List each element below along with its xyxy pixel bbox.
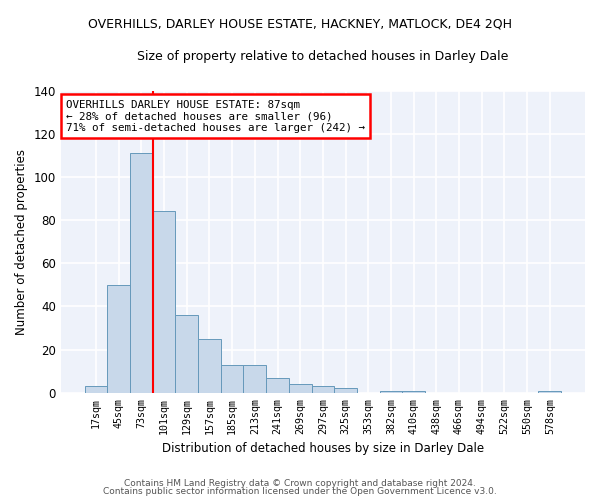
Bar <box>152 212 175 393</box>
Bar <box>175 315 198 393</box>
Text: Contains HM Land Registry data © Crown copyright and database right 2024.: Contains HM Land Registry data © Crown c… <box>124 478 476 488</box>
Text: OVERHILLS DARLEY HOUSE ESTATE: 87sqm
← 28% of detached houses are smaller (96)
7: OVERHILLS DARLEY HOUSE ESTATE: 87sqm ← 2… <box>66 100 365 133</box>
Text: OVERHILLS, DARLEY HOUSE ESTATE, HACKNEY, MATLOCK, DE4 2QH: OVERHILLS, DARLEY HOUSE ESTATE, HACKNEY,… <box>88 18 512 30</box>
Bar <box>107 285 130 393</box>
Title: Size of property relative to detached houses in Darley Dale: Size of property relative to detached ho… <box>137 50 509 63</box>
Bar <box>85 386 107 393</box>
Bar <box>311 386 334 393</box>
Bar <box>380 390 403 393</box>
Bar <box>130 153 152 393</box>
Bar <box>334 388 357 393</box>
Bar <box>403 390 425 393</box>
Text: Contains public sector information licensed under the Open Government Licence v3: Contains public sector information licen… <box>103 487 497 496</box>
Bar <box>289 384 311 393</box>
Bar <box>221 364 244 393</box>
Bar <box>538 390 561 393</box>
X-axis label: Distribution of detached houses by size in Darley Dale: Distribution of detached houses by size … <box>162 442 484 455</box>
Y-axis label: Number of detached properties: Number of detached properties <box>15 148 28 334</box>
Bar <box>198 339 221 393</box>
Bar <box>244 364 266 393</box>
Bar <box>266 378 289 393</box>
